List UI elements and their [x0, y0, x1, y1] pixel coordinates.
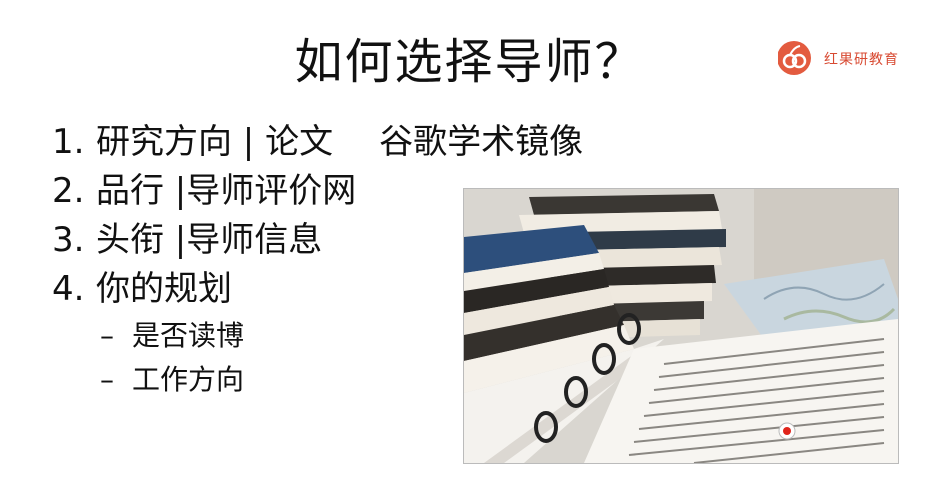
sub-item-dash: – [100, 319, 114, 352]
books-and-papers-illustration [464, 189, 898, 463]
item-text: 你的规划 [96, 269, 232, 309]
list-item: 2. 品行 |导师评价网 [52, 167, 583, 216]
map-sheet [724, 259, 898, 339]
sub-item-dash: – [100, 363, 114, 396]
sub-item-text: 是否读博 [132, 319, 245, 352]
item-text: 研究方向 | 论文 [96, 122, 334, 162]
item-number: 4. [52, 269, 85, 309]
list-item: 4. 你的规划 [52, 265, 583, 314]
book-stack-left [464, 225, 634, 393]
item-text: 头衔 |导师信息 [96, 220, 323, 260]
binder [464, 313, 664, 463]
record-dot-center [783, 427, 791, 435]
cherry-logo-icon [778, 41, 811, 75]
item-extra: 谷歌学术镜像 [379, 122, 584, 162]
sub-item-text: 工作方向 [132, 363, 245, 396]
brand-name: 红果研教育 [824, 52, 899, 68]
sub-item: – 工作方向 [100, 358, 583, 402]
topic-list: 1. 研究方向 | 论文 谷歌学术镜像 2. 品行 |导师评价网 3. 头衔 |导师信息… [52, 118, 583, 402]
list-item: 1. 研究方向 | 论文 谷歌学术镜像 [52, 118, 583, 167]
sub-item: – 是否读博 [100, 314, 583, 358]
list-item: 3. 头衔 |导师信息 [52, 216, 583, 265]
slide-title: 如何选择导师？ [294, 34, 645, 90]
item-number: 1. [52, 122, 85, 162]
item-number: 3. [52, 220, 85, 260]
item-text: 品行 |导师评价网 [96, 171, 357, 211]
open-paper [584, 319, 898, 463]
item-number: 2. [52, 171, 85, 211]
books-photo [463, 188, 899, 464]
